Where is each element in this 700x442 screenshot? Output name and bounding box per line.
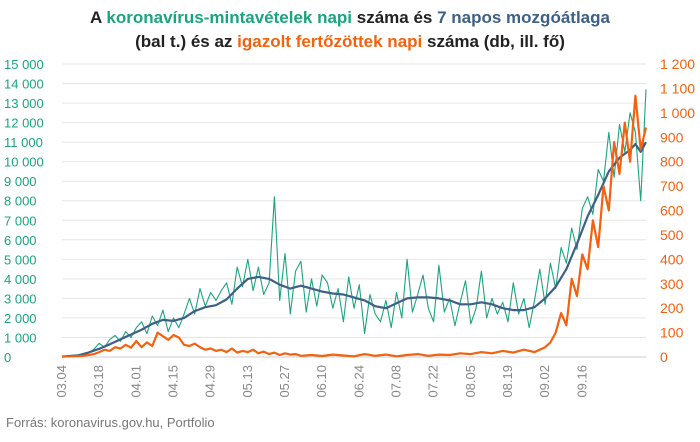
y-right-tick-label: 100 <box>660 325 684 341</box>
y-left-tick-label: 14 000 <box>4 77 44 92</box>
series-line-moving_avg <box>61 141 647 358</box>
series-line-samples <box>61 89 647 358</box>
x-tick-label: 05.27 <box>277 365 292 398</box>
y-right-tick-label: 200 <box>660 300 684 316</box>
y-right-tick-label: 1 100 <box>660 80 695 96</box>
y-left-tick-label: 4 000 <box>4 272 37 287</box>
title-text: száma és <box>352 8 438 27</box>
y-left-tick-label: 11 000 <box>4 135 43 150</box>
chart-title: A koronavírus-mintavételek napi száma és… <box>0 6 700 54</box>
title-samples-label: koronavírus-mintavételek napi <box>106 8 353 27</box>
x-tick-label: 03.04 <box>54 365 69 398</box>
chart-title-line2: (bal t.) és az igazolt fertőzöttek napi … <box>0 30 700 54</box>
series-line-confirmed <box>61 94 648 358</box>
y-left-tick-label: 1 000 <box>4 330 37 345</box>
x-tick-label: 09.02 <box>537 365 552 398</box>
y-right-tick-label: 0 <box>660 349 668 365</box>
chart-title-line1: A koronavírus-mintavételek napi száma és… <box>0 6 700 30</box>
x-tick-label: 08.05 <box>463 365 478 398</box>
title-moving-avg-label: 7 napos mozgóátlaga <box>437 8 610 27</box>
y-right-tick-label: 300 <box>660 276 684 292</box>
title-confirmed-label: igazolt fertőzöttek napi <box>237 32 423 51</box>
y-right-tick-label: 1 200 <box>660 56 695 72</box>
y-left-tick-label: 0 <box>4 350 11 365</box>
x-tick-label: 04.29 <box>203 365 218 398</box>
y-left-tick-label: 12 000 <box>4 116 44 131</box>
y-left-tick-label: 6 000 <box>4 233 37 248</box>
x-tick-label: 04.15 <box>165 365 180 398</box>
y-right-tick-label: 1 000 <box>660 105 695 121</box>
x-tick-label: 05.13 <box>240 365 255 398</box>
source-note: Forrás: koronavirus.gov.hu, Portfolio <box>6 415 215 430</box>
title-text: (bal t.) és az <box>135 32 238 51</box>
y-right-tick-label: 900 <box>660 129 684 145</box>
y-right-tick-label: 800 <box>660 154 684 170</box>
x-tick-label: 04.01 <box>128 365 143 398</box>
x-tick-label: 09.16 <box>574 365 589 398</box>
x-tick-label: 06.10 <box>314 365 329 398</box>
y-left-tick-label: 13 000 <box>4 96 44 111</box>
x-tick-label: 07.08 <box>388 365 403 398</box>
x-tick-label: 08.19 <box>500 365 515 398</box>
y-left-tick-label: 10 000 <box>4 155 44 170</box>
x-tick-label: 03.18 <box>91 365 106 398</box>
y-right-tick-label: 700 <box>660 178 684 194</box>
y-right-tick-label: 500 <box>660 227 684 243</box>
y-left-tick-label: 3 000 <box>4 291 37 306</box>
title-text: száma (db, ill. fő) <box>422 32 565 51</box>
y-left-tick-label: 5 000 <box>4 252 37 267</box>
y-left-tick-label: 9 000 <box>4 174 37 189</box>
x-tick-label: 07.22 <box>426 365 441 398</box>
x-tick-label: 06.24 <box>351 365 366 398</box>
y-left-tick-label: 7 000 <box>4 213 37 228</box>
y-left-tick-label: 8 000 <box>4 194 37 209</box>
y-left-tick-label: 2 000 <box>4 311 37 326</box>
y-right-tick-label: 400 <box>660 251 684 267</box>
y-right-tick-label: 600 <box>660 203 684 219</box>
title-text: A <box>90 8 107 27</box>
y-left-tick-label: 15 000 <box>4 57 44 72</box>
